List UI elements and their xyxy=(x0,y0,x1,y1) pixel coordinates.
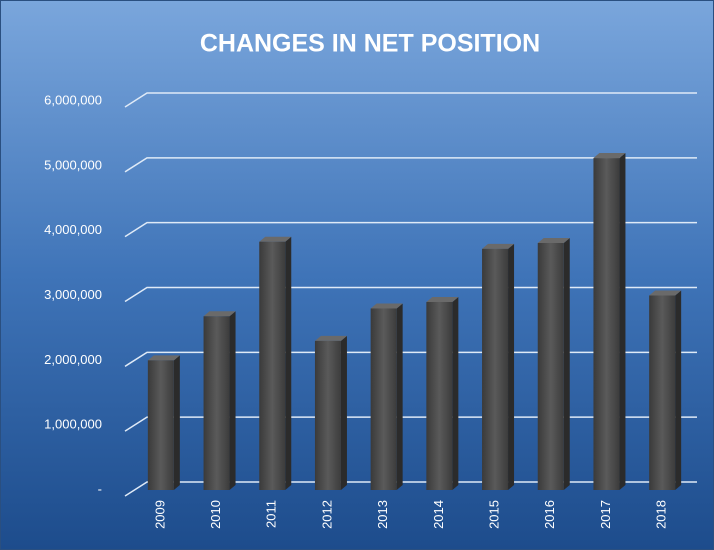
bar xyxy=(259,241,286,490)
grid-line xyxy=(124,92,697,108)
bar-side xyxy=(619,153,626,490)
bar-top xyxy=(482,243,515,249)
bar-top xyxy=(426,296,459,302)
bar xyxy=(593,158,620,490)
bar xyxy=(147,360,174,490)
x-tick-label: 2009 xyxy=(152,500,167,529)
y-tick-label: 1,000,000 xyxy=(44,417,102,432)
bar xyxy=(426,301,453,490)
bar-side xyxy=(340,335,347,490)
x-tick-label: 2011 xyxy=(264,500,279,528)
y-tick-label: 6,000,000 xyxy=(44,92,102,107)
bar-top xyxy=(259,236,292,242)
y-tick-label: 5,000,000 xyxy=(44,157,102,172)
x-tick-label: 2016 xyxy=(542,500,557,529)
x-tick-label: 2018 xyxy=(654,500,669,529)
grid-line xyxy=(124,157,697,173)
bar-top xyxy=(649,290,682,296)
bar-top xyxy=(203,311,236,317)
bar-top xyxy=(370,303,403,309)
bar xyxy=(203,316,230,490)
bar-top xyxy=(314,335,347,341)
bar xyxy=(314,340,341,490)
grid-line xyxy=(124,221,697,238)
bar-side xyxy=(563,237,570,490)
bar-side xyxy=(173,355,180,490)
bar-top xyxy=(147,355,180,361)
y-tick-label: - xyxy=(98,481,102,496)
bar-top xyxy=(593,153,626,159)
y-tick-label: 4,000,000 xyxy=(44,222,102,237)
bar-side xyxy=(229,311,236,490)
y-tick-label: 2,000,000 xyxy=(44,352,102,367)
x-tick-label: 2017 xyxy=(598,500,613,529)
bar-side xyxy=(285,236,292,490)
x-tick-label: 2012 xyxy=(319,500,334,529)
bar-side xyxy=(508,243,515,490)
bar-side xyxy=(452,296,459,490)
x-tick-label: 2010 xyxy=(208,500,223,529)
bar xyxy=(537,242,564,490)
bar xyxy=(649,295,676,490)
x-tick-label: 2013 xyxy=(375,500,390,529)
bar-side xyxy=(396,303,403,490)
bar-top xyxy=(537,237,570,243)
bar-side xyxy=(675,290,682,490)
bar xyxy=(482,248,509,490)
x-tick-label: 2014 xyxy=(431,500,446,529)
x-tick-label: 2015 xyxy=(486,500,501,529)
y-tick-label: 3,000,000 xyxy=(44,287,102,302)
bar xyxy=(370,308,397,490)
chart-title: CHANGES IN NET POSITION xyxy=(200,30,540,58)
